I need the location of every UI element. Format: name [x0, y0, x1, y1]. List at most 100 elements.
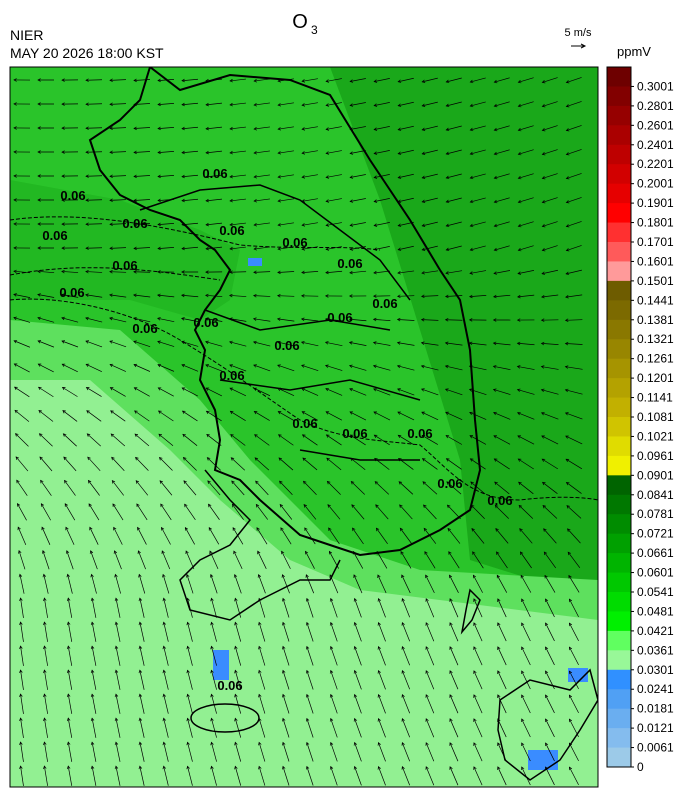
colorbar-swatch [607, 748, 631, 768]
colorbar-swatch [607, 611, 631, 631]
colorbar-label: 0.1201 [637, 371, 674, 385]
colorbar-label: 0.2801 [637, 99, 674, 113]
colorbar-label: 0.1321 [637, 332, 674, 346]
low-patch [213, 650, 229, 680]
title-subscript: 3 [311, 23, 318, 37]
colorbar-label: 0.1441 [637, 293, 674, 307]
colorbar: 0.3001 0.2801 0.2601 0.2401 0.2201 0.2001 0.19… [607, 67, 674, 774]
colorbar-swatch [607, 398, 631, 418]
colorbar-swatch [607, 67, 631, 87]
contour-label: 0.06 [282, 235, 307, 250]
colorbar-swatch [607, 359, 631, 379]
colorbar-swatch [607, 300, 631, 320]
colorbar-swatch [607, 281, 631, 301]
colorbar-label: 0.0181 [637, 702, 674, 716]
contour-label: 0.06 [219, 223, 244, 238]
colorbar-swatch [607, 184, 631, 204]
colorbar-label: 0.0361 [637, 643, 674, 657]
title: O [292, 11, 308, 33]
colorbar-label: 0.2201 [637, 157, 674, 171]
colorbar-swatch [607, 670, 631, 690]
colorbar-swatch [607, 378, 631, 398]
colorbar-swatch [607, 514, 631, 534]
colorbar-label: 0.0481 [637, 604, 674, 618]
colorbar-label: 0.1701 [637, 235, 674, 249]
contour-label: 0.06 [327, 310, 352, 325]
contour-label: 0.06 [487, 493, 512, 508]
colorbar-label: 0.3001 [637, 79, 674, 93]
contour-label: 0.06 [342, 426, 367, 441]
colorbar-label: 0.1141 [637, 391, 673, 405]
colorbar-label: 0 [637, 760, 644, 774]
colorbar-label: 0.1261 [637, 352, 674, 366]
colorbar-swatch [607, 320, 631, 340]
colorbar-label: 0.0781 [637, 507, 674, 521]
colorbar-swatch [607, 203, 631, 223]
colorbar-label: 0.0421 [637, 624, 674, 638]
colorbar-label: 0.0841 [637, 488, 674, 502]
agency: NIER [10, 27, 43, 43]
colorbar-swatch [607, 125, 631, 145]
contour-label: 0.06 [437, 476, 462, 491]
contour-label: 0.06 [217, 678, 242, 693]
low-patch [528, 750, 558, 770]
datetime: MAY 20 2026 18:00 KST [10, 45, 164, 61]
contour-label: 0.06 [274, 338, 299, 353]
colorbar-label: 0.0601 [637, 566, 674, 580]
colorbar-swatch [607, 86, 631, 106]
contour-label: 0.06 [407, 426, 432, 441]
contour-label: 0.06 [112, 258, 137, 273]
colorbar-label: 0.2401 [637, 138, 674, 152]
colorbar-swatch [607, 456, 631, 476]
colorbar-swatch [607, 650, 631, 670]
contour-label: 0.06 [132, 321, 157, 336]
contour-label: 0.06 [60, 188, 85, 203]
colorbar-swatch [607, 709, 631, 729]
colorbar-label: 0.2601 [637, 118, 674, 132]
colorbar-swatch [607, 495, 631, 515]
colorbar-swatch [607, 689, 631, 709]
colorbar-swatch [607, 223, 631, 243]
colorbar-label: 0.1381 [637, 313, 674, 327]
colorbar-label: 0.1801 [637, 216, 674, 230]
colorbar-swatch [607, 631, 631, 651]
colorbar-label: 0.0961 [637, 449, 674, 463]
contour-label: 0.06 [292, 416, 317, 431]
contour-label: 0.06 [372, 296, 397, 311]
colorbar-swatch [607, 106, 631, 126]
colorbar-swatch [607, 339, 631, 359]
colorbar-label: 0.1901 [637, 196, 674, 210]
colorbar-label: 0.1601 [637, 254, 674, 268]
contour-label: 0.06 [219, 368, 244, 383]
colorbar-swatch [607, 145, 631, 165]
contour-label: 0.06 [337, 256, 362, 271]
map: 0.06 0.06 0.06 0.06 0.06 0.06 0.06 0.06 0.06 0.06… [10, 67, 598, 787]
colorbar-label: 0.1501 [637, 274, 674, 288]
colorbar-label: 0.0301 [637, 663, 674, 677]
colorbar-label: 0.0901 [637, 468, 674, 482]
contour-label: 0.06 [42, 228, 67, 243]
colorbar-label: 0.0721 [637, 527, 674, 541]
colorbar-swatch [607, 261, 631, 281]
wind-scale-label: 5 m/s [565, 27, 592, 39]
contour-label: 0.06 [202, 166, 227, 181]
colorbar-unit: ppmV [617, 44, 651, 59]
colorbar-swatch [607, 534, 631, 554]
contour-label: 0.06 [59, 285, 84, 300]
colorbar-swatch [607, 553, 631, 573]
colorbar-label: 0.2001 [637, 177, 674, 191]
colorbar-swatch [607, 436, 631, 456]
colorbar-swatch [607, 164, 631, 184]
contour-label: 0.06 [193, 315, 218, 330]
colorbar-swatch [607, 728, 631, 748]
colorbar-label: 0.0661 [637, 546, 674, 560]
colorbar-swatch [607, 242, 631, 262]
colorbar-swatch [607, 417, 631, 437]
colorbar-swatch [607, 592, 631, 612]
low-patch [248, 258, 262, 266]
colorbar-swatch [607, 573, 631, 593]
colorbar-label: 0.1081 [637, 410, 674, 424]
colorbar-label: 0.0061 [637, 741, 674, 755]
contour-label: 0.06 [122, 216, 147, 231]
